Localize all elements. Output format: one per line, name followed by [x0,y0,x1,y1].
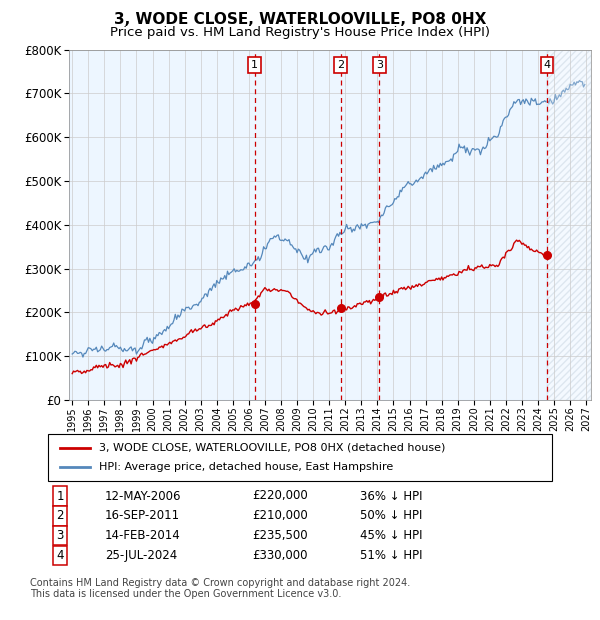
Text: 3, WODE CLOSE, WATERLOOVILLE, PO8 0HX: 3, WODE CLOSE, WATERLOOVILLE, PO8 0HX [114,12,486,27]
Text: 16-SEP-2011: 16-SEP-2011 [105,510,180,522]
Text: 51% ↓ HPI: 51% ↓ HPI [360,549,422,562]
Text: 1: 1 [56,490,64,502]
Text: £235,500: £235,500 [252,529,308,542]
Text: 3, WODE CLOSE, WATERLOOVILLE, PO8 0HX (detached house): 3, WODE CLOSE, WATERLOOVILLE, PO8 0HX (d… [99,443,445,453]
Text: 2: 2 [56,510,64,522]
Text: 45% ↓ HPI: 45% ↓ HPI [360,529,422,542]
Text: 50% ↓ HPI: 50% ↓ HPI [360,510,422,522]
Text: £220,000: £220,000 [252,490,308,502]
Text: 3: 3 [376,60,383,70]
Text: 2: 2 [337,60,344,70]
Text: £330,000: £330,000 [252,549,308,562]
Text: 14-FEB-2014: 14-FEB-2014 [105,529,181,542]
Text: 12-MAY-2006: 12-MAY-2006 [105,490,182,502]
Text: 4: 4 [56,549,64,562]
Text: 25-JUL-2024: 25-JUL-2024 [105,549,177,562]
Text: 3: 3 [56,529,64,542]
Text: 36% ↓ HPI: 36% ↓ HPI [360,490,422,502]
Text: Price paid vs. HM Land Registry's House Price Index (HPI): Price paid vs. HM Land Registry's House … [110,26,490,39]
Text: Contains HM Land Registry data © Crown copyright and database right 2024.
This d: Contains HM Land Registry data © Crown c… [30,578,410,600]
Text: 4: 4 [544,60,551,70]
Text: £210,000: £210,000 [252,510,308,522]
Text: HPI: Average price, detached house, East Hampshire: HPI: Average price, detached house, East… [99,463,393,472]
Text: 1: 1 [251,60,258,70]
